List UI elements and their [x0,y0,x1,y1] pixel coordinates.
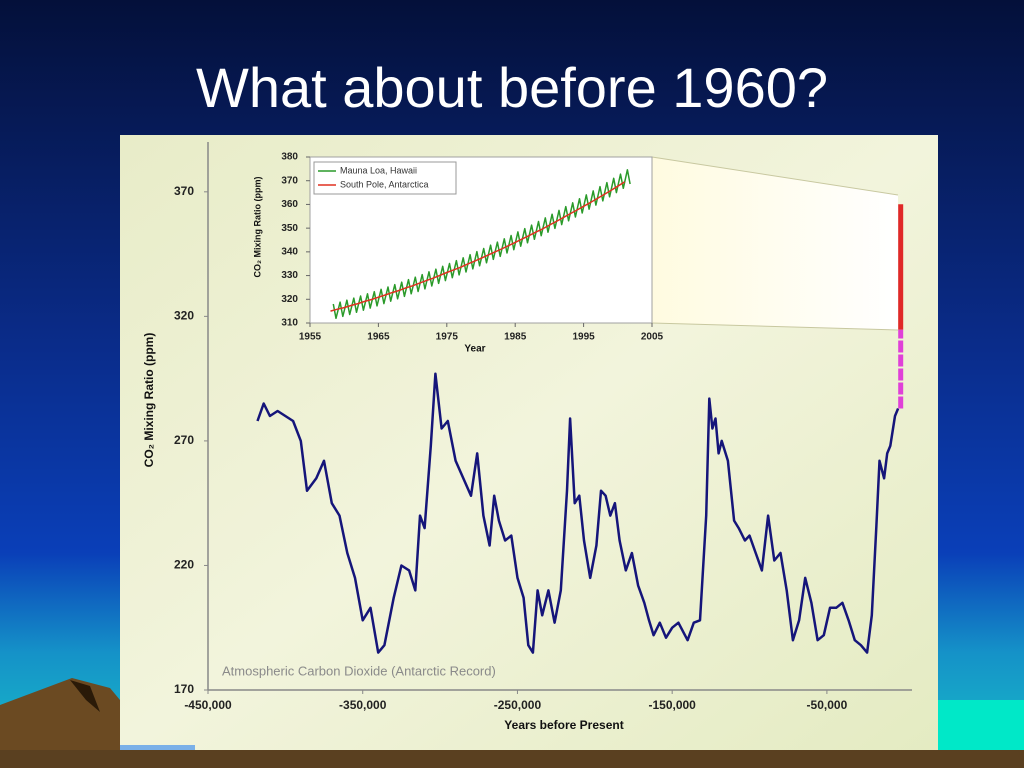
line [330,181,626,312]
x-tick-label: 1975 [436,332,459,343]
x-tick-label: 1955 [299,332,322,343]
y-tick-label: 370 [281,175,298,186]
y-tick-label: 310 [281,318,298,329]
x-tick-label: -450,000 [184,698,232,712]
x-axis-label: Year [464,344,485,355]
x-tick-label: 1965 [367,332,390,343]
y-axis-label: CO₂ Mixing Ratio (ppm) [252,177,262,278]
x-tick-label: 1985 [504,332,527,343]
x-axis-label: Years before Present [504,718,623,732]
line [256,372,900,654]
x-tick-label: -150,000 [648,698,696,712]
y-tick-label: 370 [174,184,194,198]
zoom-wedge [652,157,898,330]
main-chart: 170 220 270 320 370 -450,000 -350,000 -250,000 -… [142,142,912,732]
y-tick-label: 320 [174,309,194,323]
inset-chart: 310 320 330 340 350 360 370 380 1955 1965 1975 1985… [252,152,663,355]
y-tick-label: 330 [281,270,298,281]
legend-box [313,161,457,195]
y-tick-label: 360 [281,199,298,210]
annotation: Atmospheric Carbon Dioxide (Antarctic Re… [222,663,496,678]
y-tick-label: 350 [281,223,298,234]
mountain-shadow [70,680,100,712]
x-tick-label: -350,000 [339,698,387,712]
panel-strip [120,745,195,750]
x-tick-label: -250,000 [494,698,542,712]
x-tick-label: 2005 [641,332,664,343]
y-tick-label: 380 [281,152,298,163]
zoom-edge [651,322,899,331]
x-tick-label: 1995 [572,332,595,343]
legend-label: Mauna Loa, Hawaii [340,165,417,175]
y-tick-label: 270 [174,433,194,447]
y-tick-label: 320 [281,294,298,305]
y-tick-label: 220 [174,558,194,572]
y-tick-label: 170 [174,682,194,696]
x-tick-label: -50,000 [807,698,848,712]
ground [0,750,1024,768]
legend-label: South Pole, Antarctica [340,179,429,189]
zoom-edge [651,156,899,196]
y-axis-label: CO₂ Mixing Ratio (ppm) [142,333,156,468]
y-tick-label: 340 [281,246,298,257]
slide-title: What about before 1960? [196,56,828,119]
